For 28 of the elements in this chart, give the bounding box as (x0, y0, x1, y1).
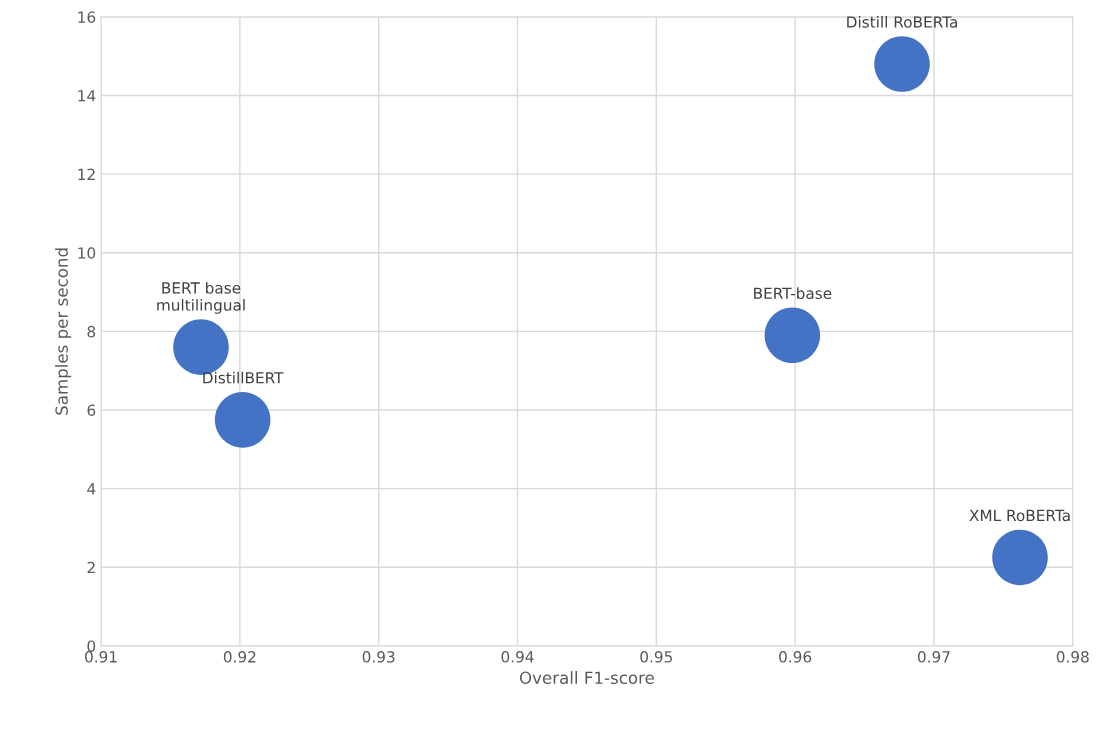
annotation: XML RoBERTa (969, 509, 1070, 522)
annotation: BERT base multilingual (157, 281, 245, 314)
x-axis-title: Overall F1-score (519, 671, 654, 685)
y-tick-label: 12 (78, 168, 95, 180)
x-tick-label: 0.94 (501, 651, 534, 663)
x-tick-label: 0.97 (917, 651, 950, 663)
y-tick-label: 4 (87, 483, 96, 495)
y-tick-label: 0 (87, 640, 96, 652)
x-tick-label: 0.95 (640, 651, 672, 663)
x-tick-label: 0.93 (362, 651, 395, 663)
point (214, 392, 271, 448)
annotation: Distill RoBERTa (847, 15, 957, 28)
y-tick-label: 6 (87, 404, 96, 417)
y-tick-label: 14 (78, 90, 96, 102)
y-tick-label: 8 (87, 325, 96, 338)
x-tick-label: 0.98 (1056, 651, 1089, 663)
x-tick-label: 0.91 (85, 651, 117, 663)
y-tick-label: 10 (78, 247, 96, 259)
annotation: BERT-base (754, 287, 832, 300)
x-tick-label: 0.96 (779, 651, 812, 663)
y-tick-label: 16 (78, 11, 96, 23)
point (992, 529, 1048, 586)
x-tick-label: 0.92 (223, 651, 256, 663)
point (764, 307, 821, 364)
y-axis-title: Samples per second (55, 248, 72, 415)
y-tick-label: 2 (87, 561, 95, 574)
point (874, 36, 930, 92)
annotation: DistillBERT (203, 371, 284, 384)
